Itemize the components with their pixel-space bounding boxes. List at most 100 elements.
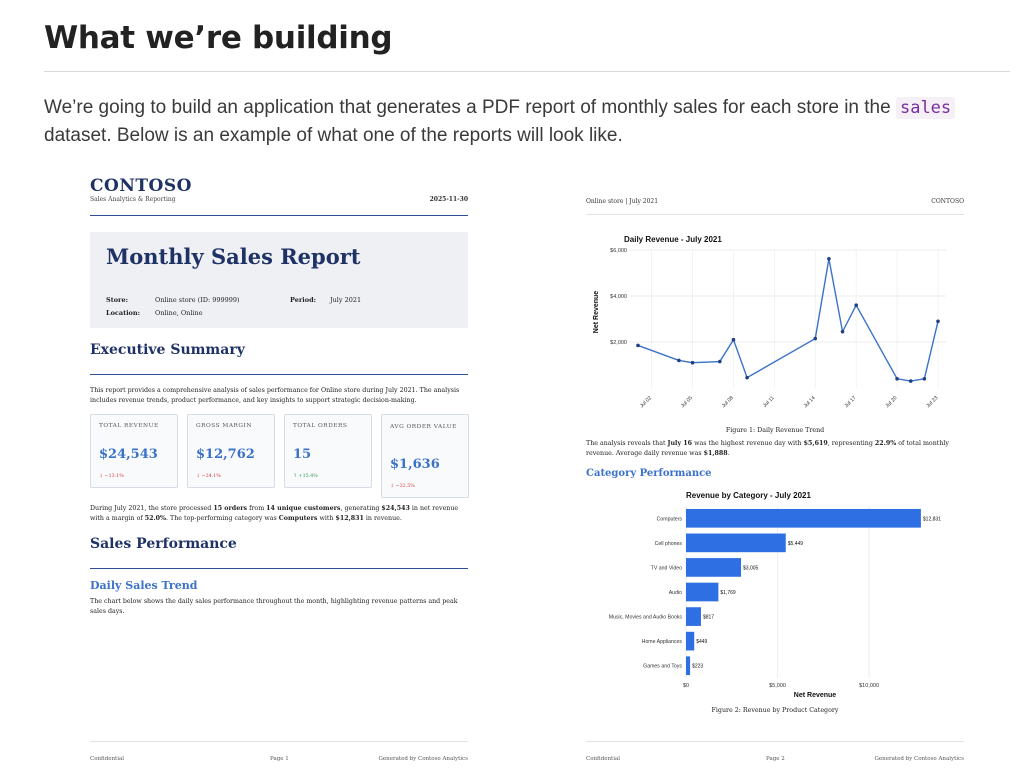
analysis-text: The analysis reveals that (586, 440, 668, 447)
summary-text: in net revenue with a margin of (90, 505, 459, 522)
data-point (854, 303, 858, 307)
data-point (677, 358, 681, 363)
summary-text: in revenue. (363, 514, 402, 522)
bar-value-label: $817 (703, 615, 714, 621)
category-label: Audio (669, 590, 682, 596)
x-tick-label: Jul 11 (762, 395, 776, 409)
summary-bold: 52.0% (144, 514, 167, 522)
x-tick-label: Jul 23 (925, 395, 939, 409)
bar-value-label: $5,449 (788, 541, 804, 547)
sales-rule (90, 568, 468, 569)
summary-text: During July 2021, the store processed (90, 505, 214, 512)
kpi-value: $1,636 (390, 457, 440, 472)
heading-divider (44, 71, 1010, 72)
footer-rule (586, 741, 964, 742)
y-tick-label: $4,000 (610, 294, 627, 300)
summary-bold: 15 orders (213, 505, 248, 512)
chart-title: Revenue by Category - July 2021 (686, 491, 811, 500)
analysis-text: , representing (827, 440, 875, 447)
analysis-text: was the highest revenue day with (692, 440, 804, 447)
kpi-card: TOTAL ORDERS 15 ↑ +15.4% (284, 414, 372, 488)
intro-text-after: dataset. Below is an example of what one… (44, 125, 623, 146)
location-label: Location: (106, 309, 141, 317)
x-tick-label: $5,000 (769, 683, 786, 689)
category-performance-title: Category Performance (586, 468, 712, 479)
kpi-card: AVG ORDER VALUE $1,636 ↓ −32.5% (381, 414, 469, 498)
report-page-1: CONTOSO Sales Analytics & Reporting 2025… (90, 176, 470, 766)
y-axis-label: Net Revenue (593, 291, 600, 334)
report-title-box: Monthly Sales Report Store: Online store… (90, 232, 468, 328)
data-point (745, 375, 749, 380)
data-point (827, 256, 831, 261)
report-title: Monthly Sales Report (106, 244, 361, 269)
report-page-2: Online store | July 2021 CONTOSO Daily R… (586, 176, 966, 766)
store-label: Store: (106, 296, 128, 304)
x-tick-label: Jul 20 (884, 395, 898, 409)
data-point (718, 359, 722, 364)
bar-value-label: $3,005 (743, 565, 759, 571)
kpi-label: TOTAL REVENUE (99, 423, 159, 429)
footer-rule (90, 741, 468, 742)
analysis-bold: $1,888 (703, 449, 728, 457)
summary-bold: $12,831 (335, 514, 364, 522)
category-label: Games and Toys (643, 664, 682, 670)
brand-tagline: Sales Analytics & Reporting (90, 196, 176, 203)
summary-bold: $24,543 (381, 505, 410, 512)
bar (686, 607, 701, 626)
exec-rule (90, 374, 468, 375)
kpi-value: $12,762 (196, 447, 255, 462)
executive-summary-text: This report provides a comprehensive ana… (90, 387, 460, 404)
figure-2-caption: Figure 2: Revenue by Product Category (711, 707, 839, 714)
summary-text: from (247, 505, 267, 512)
analysis-text: of total monthly revenue. Average daily … (586, 440, 949, 457)
bar-value-label: $12,831 (923, 516, 941, 522)
category-label: Computers (657, 516, 683, 522)
daily-revenue-line-chart: Daily Revenue - July 2021 Net Revenue $2… (593, 235, 946, 409)
category-label: Music, Movies and Audio Books (609, 615, 683, 621)
daily-sales-trend-title: Daily Sales Trend (90, 579, 198, 592)
bar (686, 656, 691, 676)
analysis-text: . (727, 449, 730, 457)
bar (686, 508, 921, 528)
footer-right: Generated by Contoso Analytics (378, 756, 468, 762)
data-point (813, 336, 818, 341)
y-tick-label: $2,000 (610, 340, 627, 346)
summary-text: with (317, 514, 336, 522)
kpi-value: 15 (293, 447, 312, 462)
summary-bold: Computers (278, 514, 318, 522)
period-value: July 2021 (330, 296, 362, 304)
page-heading: What we’re building (44, 20, 393, 56)
header-rule (90, 215, 468, 216)
intro-text-before: We’re going to build an application that… (44, 97, 896, 118)
data-point (922, 377, 927, 381)
bar-value-label: $223 (692, 664, 703, 670)
analysis-bold: 22.9% (874, 440, 897, 447)
dataset-code: sales (895, 97, 956, 119)
category-label: Cell phones (655, 541, 683, 547)
period-meta: Period: (290, 296, 316, 304)
executive-summary-title: Executive Summary (90, 342, 245, 358)
bar (686, 631, 695, 651)
data-point (731, 337, 736, 342)
category-label: Home Appliances (642, 639, 683, 645)
report-date: 2025-11-30 (429, 196, 468, 203)
data-point (908, 379, 913, 383)
page2-header-right: CONTOSO (931, 198, 964, 205)
kpi-label: TOTAL ORDERS (293, 423, 348, 429)
kpi-card: GROSS MARGIN $12,762 ↓ −24.1% (187, 414, 275, 488)
x-tick-label: Jul 02 (639, 395, 653, 409)
data-point (936, 319, 940, 324)
x-tick-label: Jul 14 (803, 395, 817, 409)
x-axis-label: Net Revenue (794, 692, 837, 699)
kpi-label: GROSS MARGIN (196, 423, 252, 429)
period-label: Period: (290, 296, 317, 304)
y-tick-label: $6,000 (610, 248, 627, 254)
analysis-bold: $5,619 (803, 440, 828, 447)
summary-text: , generating (340, 505, 382, 512)
store-meta: Store: (106, 296, 128, 304)
footer-left: Confidential (90, 756, 125, 762)
x-tick-label: $0 (683, 683, 689, 689)
data-point (840, 329, 845, 334)
kpi-delta: ↓ −13.1% (99, 474, 124, 479)
bar-value-label: $449 (696, 639, 707, 645)
